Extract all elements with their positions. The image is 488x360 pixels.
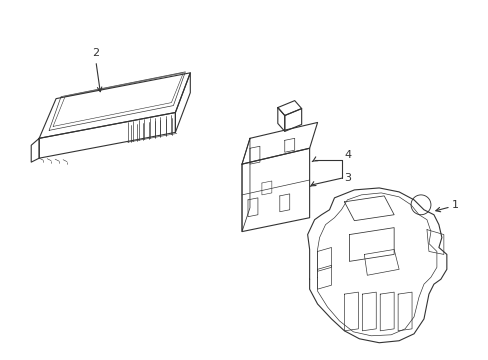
- Text: 1: 1: [451, 200, 458, 210]
- Text: 3: 3: [344, 173, 351, 183]
- Text: 2: 2: [92, 48, 99, 58]
- Text: 4: 4: [344, 150, 351, 160]
